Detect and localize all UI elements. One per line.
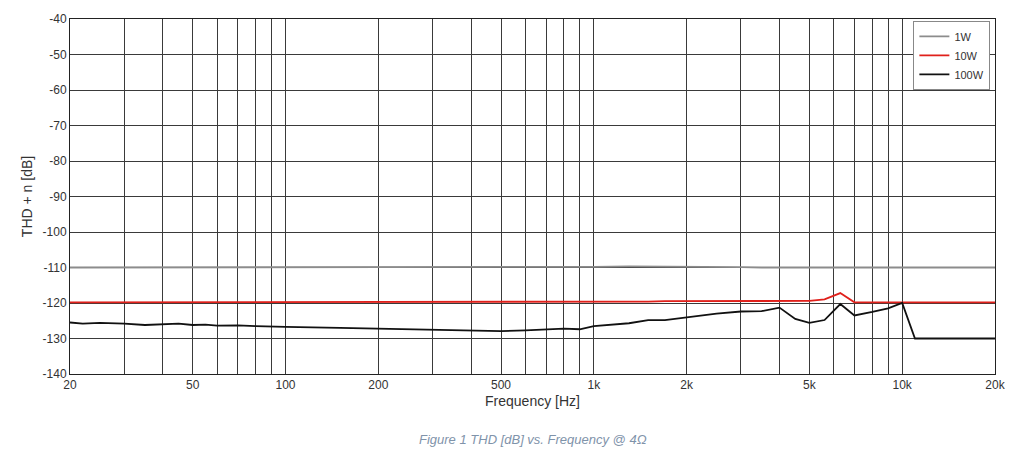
svg-text:1k: 1k (588, 378, 602, 392)
svg-text:5k: 5k (803, 378, 817, 392)
svg-text:2k: 2k (680, 378, 694, 392)
svg-text:THD + n [dB]: THD + n [dB] (19, 156, 35, 237)
svg-text:20: 20 (63, 378, 77, 392)
svg-text:200: 200 (368, 378, 388, 392)
svg-text:10W: 10W (954, 50, 977, 62)
svg-text:20k: 20k (985, 378, 1005, 392)
svg-text:-120: -120 (43, 296, 67, 310)
svg-text:-70: -70 (49, 119, 67, 133)
svg-text:500: 500 (491, 378, 511, 392)
svg-text:-80: -80 (49, 154, 67, 168)
svg-text:-40: -40 (49, 12, 67, 26)
svg-text:Frequency [Hz]: Frequency [Hz] (485, 393, 580, 409)
svg-text:-110: -110 (43, 261, 66, 275)
svg-text:-100: -100 (43, 225, 67, 239)
svg-text:-140: -140 (43, 367, 67, 381)
svg-text:-50: -50 (49, 48, 67, 62)
svg-text:50: 50 (186, 378, 200, 392)
svg-text:-90: -90 (49, 190, 67, 204)
svg-text:100W: 100W (954, 69, 983, 81)
svg-text:100: 100 (276, 378, 296, 392)
svg-text:Figure 1 THD [dB] vs. Frequenc: Figure 1 THD [dB] vs. Frequency @ 4Ω (419, 432, 647, 447)
svg-text:1W: 1W (954, 31, 971, 43)
svg-text:-130: -130 (43, 332, 67, 346)
svg-text:10k: 10k (893, 378, 913, 392)
svg-text:-60: -60 (49, 83, 67, 97)
